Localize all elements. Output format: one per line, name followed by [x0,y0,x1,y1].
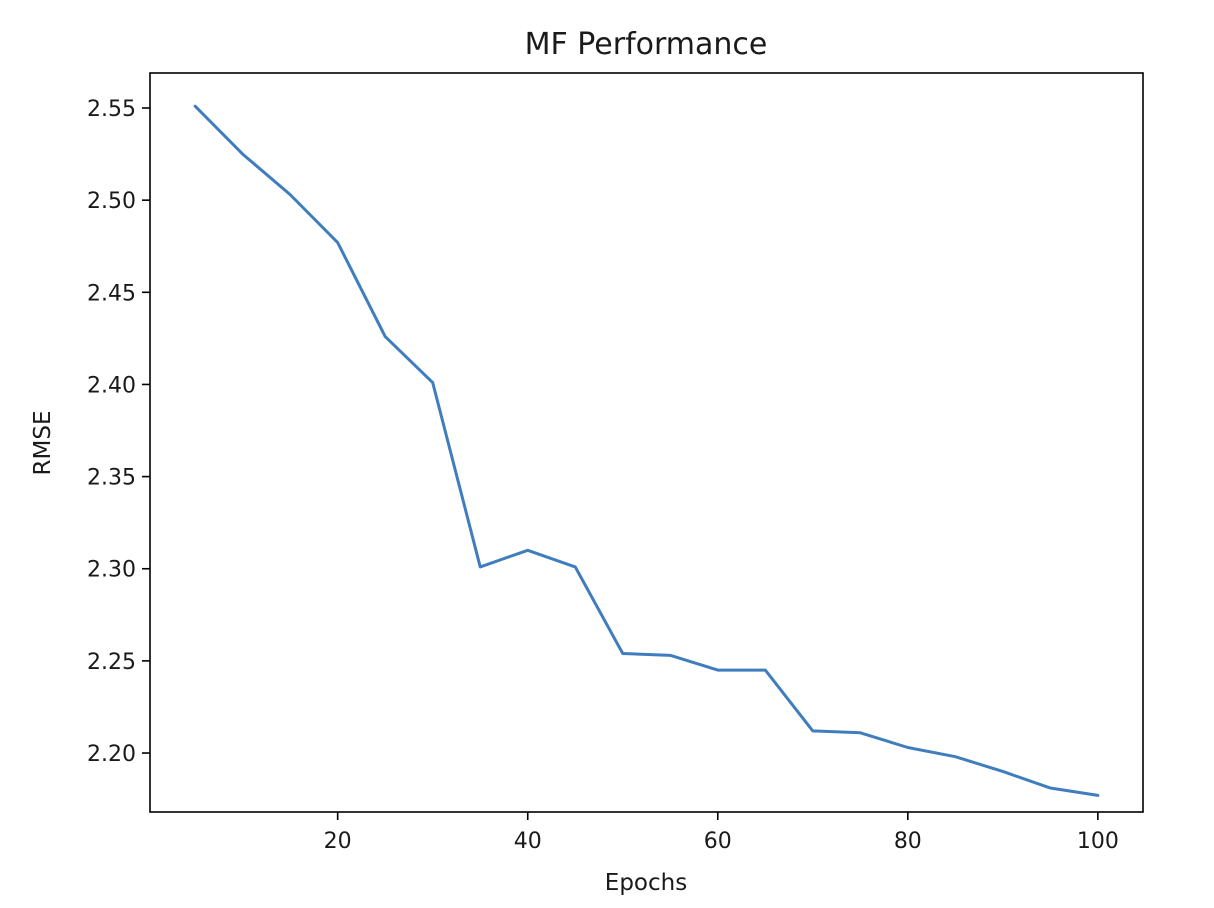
y-tick-label: 2.30 [87,558,136,583]
y-tick-label: 2.25 [87,650,136,675]
y-tick-label: 2.50 [87,189,136,214]
x-axis-label: Epochs [605,870,687,896]
axis-ticks: 20 40 60 80 100 2.20 2.25 2.30 2.35 2.40 2.45 2.50 2… [87,97,1119,854]
x-tick-label: 60 [704,829,732,854]
y-tick-label: 2.45 [87,281,136,306]
y-tick-label: 2.40 [87,373,136,398]
y-tick-label: 2.20 [87,742,136,767]
y-tick-label: 2.35 [87,466,136,491]
x-tick-label: 100 [1077,829,1119,854]
plot-frame [149,72,1144,813]
x-tick-label: 40 [514,829,542,854]
chart-title: MF Performance [525,27,768,62]
x-tick-label: 20 [324,829,352,854]
series-layer [193,104,1100,797]
x-tick-label: 80 [894,829,922,854]
y-axis-label: RMSE [30,411,56,476]
series-line [193,104,1100,797]
y-tick-label: 2.55 [87,97,136,122]
